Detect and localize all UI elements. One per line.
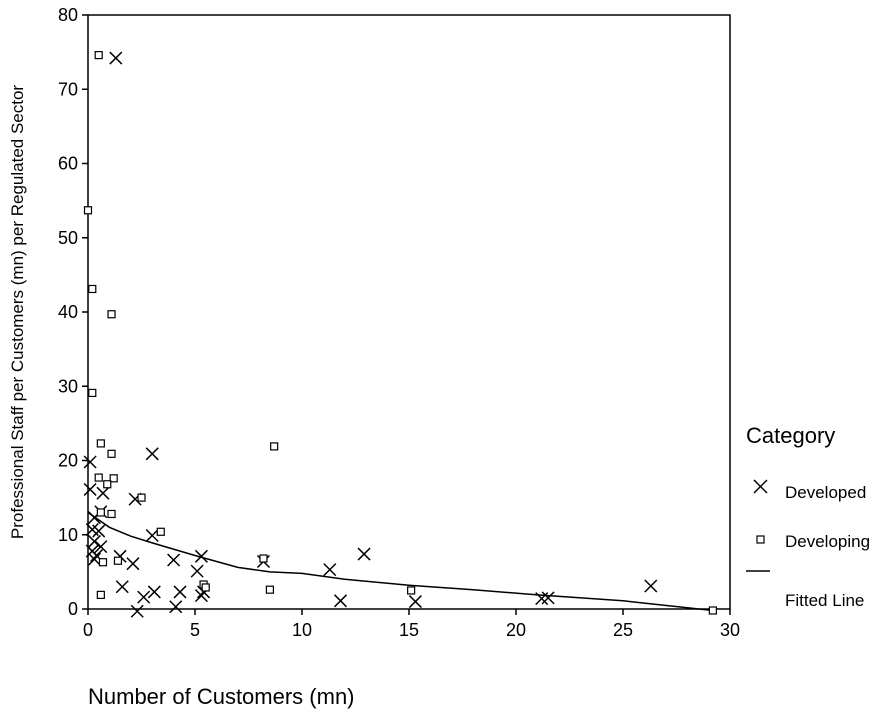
- point-developed: [169, 600, 183, 614]
- point-developed: [190, 564, 204, 578]
- point-developed: [333, 594, 348, 608]
- point-developed: [541, 591, 555, 605]
- point-developed: [96, 486, 110, 500]
- fitted-line-group: [87, 511, 713, 612]
- point-developed: [145, 528, 159, 543]
- legend-marker-developing: [756, 535, 765, 544]
- point-developing: [98, 558, 108, 567]
- x-tick-label: 10: [292, 620, 312, 640]
- y-axis-title: Professional Staff per Customers (mn) pe…: [8, 85, 27, 540]
- y-tick-label: 0: [68, 599, 78, 619]
- point-developed: [83, 482, 97, 496]
- point-developed: [145, 447, 159, 461]
- legend-label-developing: Developing: [785, 532, 870, 551]
- point-developed: [94, 540, 108, 554]
- point-developed: [147, 585, 161, 599]
- point-developing: [83, 206, 93, 215]
- legend: Category Developed Developing Fitted Lin…: [746, 423, 870, 610]
- y-axis-ticks: 0 10 20 30 40 50 60 70 80: [58, 5, 88, 619]
- legend-marker-developed: [753, 479, 768, 494]
- point-developing: [107, 449, 116, 458]
- point-developing: [88, 388, 97, 398]
- x-tick-label: 15: [399, 620, 419, 640]
- y-tick-label: 60: [58, 154, 78, 174]
- point-developing: [137, 493, 146, 502]
- point-developing: [708, 606, 717, 615]
- x-tick-label: 25: [613, 620, 633, 640]
- fitted-line: [87, 511, 713, 612]
- point-developed: [137, 590, 151, 604]
- point-developed: [115, 580, 129, 594]
- y-tick-label: 20: [58, 451, 78, 471]
- point-developed: [173, 585, 187, 599]
- point-developed: [83, 455, 97, 469]
- y-tick-label: 50: [58, 228, 78, 248]
- point-developing: [270, 442, 279, 451]
- point-developing: [96, 508, 105, 517]
- x-tick-label: 5: [190, 620, 200, 640]
- point-developing: [103, 480, 112, 489]
- point-developing: [94, 473, 103, 482]
- point-developing: [96, 439, 105, 448]
- x-axis-title: Number of Customers (mn): [88, 684, 355, 709]
- point-developing: [109, 474, 118, 483]
- point-developed: [644, 579, 658, 593]
- legend-label-developed: Developed: [785, 483, 866, 502]
- x-tick-label: 30: [720, 620, 740, 640]
- data-points: [83, 50, 717, 618]
- point-developing: [265, 585, 274, 594]
- point-developing: [407, 586, 416, 595]
- point-developed: [323, 563, 337, 577]
- y-tick-label: 10: [58, 525, 78, 545]
- y-tick-label: 30: [58, 376, 78, 396]
- point-developed: [109, 51, 123, 65]
- point-developing: [88, 284, 97, 294]
- plot-area: [87, 14, 731, 610]
- x-tick-label: 20: [506, 620, 526, 640]
- point-developing: [156, 527, 165, 536]
- legend-title: Category: [746, 423, 835, 448]
- point-developed: [194, 549, 208, 563]
- y-tick-label: 70: [58, 79, 78, 99]
- point-developed: [126, 557, 140, 571]
- y-tick-label: 40: [58, 302, 78, 322]
- point-developing: [107, 310, 116, 319]
- point-developed: [87, 552, 101, 566]
- point-developing: [96, 590, 105, 599]
- point-developing: [107, 509, 116, 519]
- point-developed: [357, 547, 371, 561]
- x-tick-label: 0: [83, 620, 93, 640]
- legend-label-fitted-line: Fitted Line: [785, 591, 864, 610]
- point-developed: [92, 524, 106, 538]
- point-developed: [167, 553, 181, 567]
- point-developed: [130, 604, 144, 618]
- point-developing: [201, 583, 210, 592]
- point-developing: [113, 556, 123, 565]
- point-developed: [194, 589, 208, 603]
- point-developing: [94, 50, 103, 60]
- y-tick-label: 80: [58, 5, 78, 25]
- point-developing: [259, 554, 268, 563]
- x-axis-ticks: 0 5 10 15 20 25 30: [83, 609, 740, 640]
- point-developed: [408, 595, 422, 609]
